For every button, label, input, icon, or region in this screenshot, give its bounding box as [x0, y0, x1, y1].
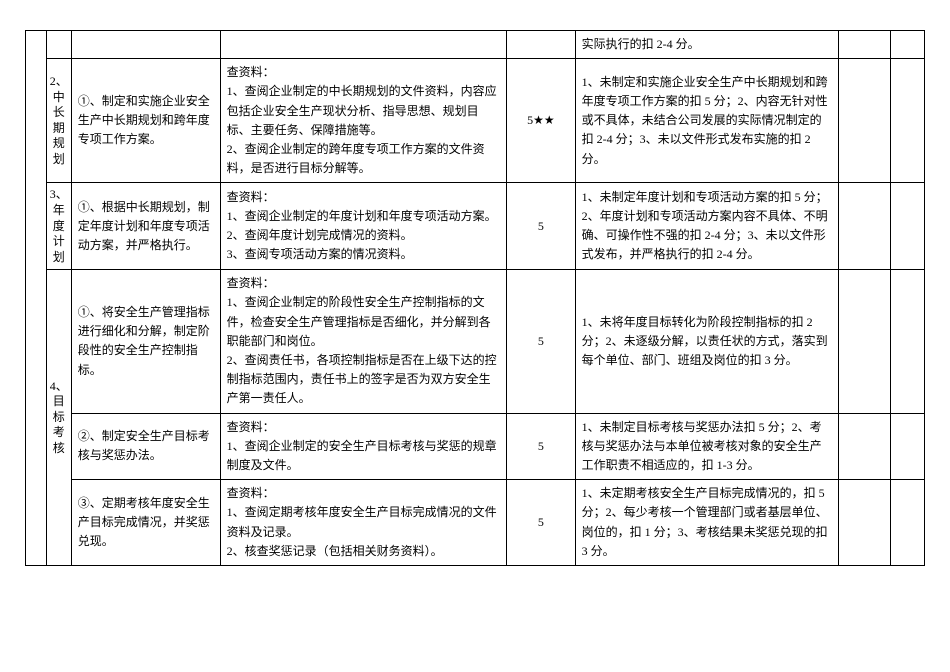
method-cell: 查资料： 1、查阅企业制定的中长期规划的文件资料，内容应包括企业安全生产现状分析…: [220, 59, 506, 183]
deduction-cell: 1、未定期考核安全生产目标完成情况的，扣 5 分；2、每少考核一个管理部门或者基…: [575, 480, 838, 566]
table-row: 3、年度计划 ①、根据中长期规划，制定年度计划和年度专项活动方案，并严格执行。 …: [26, 183, 925, 270]
assessment-table: 实际执行的扣 2-4 分。 2、中长期规划 ①、制定和实施企业安全生产中长期规划…: [25, 30, 925, 566]
blank-cell: [890, 59, 924, 183]
method-cell: 查资料： 1、查阅企业制定的年度计划和年度专项活动方案。 2、查阅年度计划完成情…: [220, 183, 506, 270]
blank-cell: [890, 413, 924, 480]
table-row: 实际执行的扣 2-4 分。: [26, 31, 925, 59]
section-num: [46, 31, 71, 59]
table-row: ③、定期考核年度安全生产目标完成情况，并奖惩兑现。 查资料： 1、查阅定期考核年…: [26, 480, 925, 566]
criteria-cell: ①、根据中长期规划，制定年度计划和年度专项活动方案，并严格执行。: [71, 183, 220, 270]
blank-cell: [839, 480, 891, 566]
score-cell: 5: [506, 270, 575, 413]
score-cell: 5: [506, 480, 575, 566]
blank-cell: [839, 413, 891, 480]
blank-cell: [839, 270, 891, 413]
blank-cell: [839, 59, 891, 183]
criteria-cell: ①、制定和实施企业安全生产中长期规划和跨年度专项工作方案。: [71, 59, 220, 183]
blank-cell: [839, 31, 891, 59]
table-row: 4、目标考核 ①、将安全生产管理指标进行细化和分解，制定阶段性的安全生产控制指标…: [26, 270, 925, 413]
section-num: 2、中长期规划: [46, 59, 71, 183]
blank-cell: [839, 183, 891, 270]
method-cell: 查资料： 1、查阅企业制定的安全生产目标考核与奖惩的规章制度及文件。: [220, 413, 506, 480]
score-cell: 5: [506, 413, 575, 480]
section-num: 4、目标考核: [46, 270, 71, 566]
section-num: 3、年度计划: [46, 183, 71, 270]
criteria-cell: ①、将安全生产管理指标进行细化和分解，制定阶段性的安全生产控制指标。: [71, 270, 220, 413]
blank-cell: [890, 270, 924, 413]
score-cell: 5★★: [506, 59, 575, 183]
score-cell: [506, 31, 575, 59]
criteria-cell: [71, 31, 220, 59]
deduction-cell: 实际执行的扣 2-4 分。: [575, 31, 838, 59]
deduction-cell: 1、未将年度目标转化为阶段控制指标的扣 2 分；2、未逐级分解，以责任状的方式，…: [575, 270, 838, 413]
blank-cell: [890, 183, 924, 270]
deduction-cell: 1、未制定年度计划和专项活动方案的扣 5 分；2、年度计划和专项活动方案内容不具…: [575, 183, 838, 270]
table-row: ②、制定安全生产目标考核与奖惩办法。 查资料： 1、查阅企业制定的安全生产目标考…: [26, 413, 925, 480]
deduction-cell: 1、未制定目标考核与奖惩办法扣 5 分；2、考核与奖惩办法与本单位被考核对象的安…: [575, 413, 838, 480]
blank-cell: [890, 31, 924, 59]
criteria-cell: ②、制定安全生产目标考核与奖惩办法。: [71, 413, 220, 480]
method-cell: 查资料： 1、查阅企业制定的阶段性安全生产控制指标的文件，检查安全生产管理指标是…: [220, 270, 506, 413]
deduction-cell: 1、未制定和实施企业安全生产中长期规划和跨年度专项工作方案的扣 5 分；2、内容…: [575, 59, 838, 183]
outer-category: [26, 31, 47, 566]
table-row: 2、中长期规划 ①、制定和实施企业安全生产中长期规划和跨年度专项工作方案。 查资…: [26, 59, 925, 183]
score-cell: 5: [506, 183, 575, 270]
method-cell: 查资料： 1、查阅定期考核年度安全生产目标完成情况的文件资料及记录。 2、核查奖…: [220, 480, 506, 566]
method-cell: [220, 31, 506, 59]
criteria-cell: ③、定期考核年度安全生产目标完成情况，并奖惩兑现。: [71, 480, 220, 566]
blank-cell: [890, 480, 924, 566]
